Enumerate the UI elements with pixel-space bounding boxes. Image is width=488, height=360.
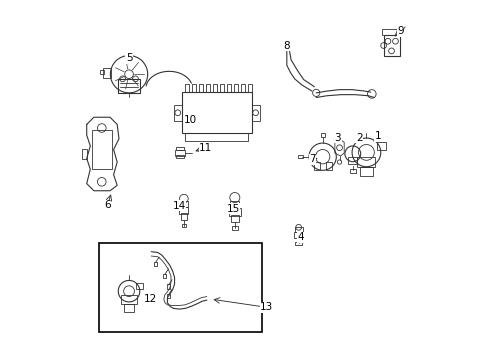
Bar — [230, 215, 238, 222]
Bar — [348, 157, 356, 164]
Bar — [325, 162, 331, 170]
Bar — [123, 304, 134, 312]
Bar — [103, 68, 111, 78]
Bar — [381, 29, 401, 36]
Bar — [383, 36, 399, 56]
Bar — [100, 70, 104, 74]
Bar — [295, 242, 301, 245]
Text: 8: 8 — [283, 41, 289, 50]
Bar — [349, 169, 355, 173]
Bar — [185, 134, 247, 141]
Text: 13: 13 — [260, 302, 273, 312]
Bar — [230, 201, 239, 208]
Bar — [313, 162, 320, 170]
Bar — [320, 133, 324, 137]
Text: 14: 14 — [172, 201, 185, 211]
Bar — [174, 150, 185, 156]
Bar — [228, 208, 240, 216]
Bar — [167, 284, 169, 289]
Bar — [121, 295, 137, 304]
Bar — [99, 243, 262, 332]
Bar — [182, 92, 251, 134]
Bar — [182, 225, 185, 227]
Bar — [293, 231, 303, 238]
Bar — [205, 84, 210, 92]
Bar — [176, 147, 183, 150]
Bar — [180, 213, 187, 220]
Text: 12: 12 — [143, 294, 157, 304]
Text: 1: 1 — [374, 131, 381, 141]
Bar — [82, 149, 87, 159]
Bar — [136, 283, 143, 289]
Bar — [199, 84, 203, 92]
Bar — [163, 274, 166, 278]
Bar — [251, 104, 259, 121]
Bar — [294, 227, 302, 231]
Bar — [174, 104, 182, 121]
Bar — [118, 79, 140, 93]
Bar — [176, 155, 183, 158]
Bar — [220, 84, 224, 92]
Bar — [180, 201, 187, 207]
Bar — [231, 226, 237, 230]
Text: 15: 15 — [226, 204, 239, 214]
Bar — [92, 130, 112, 169]
Bar — [298, 155, 302, 158]
Bar — [376, 141, 386, 149]
Text: 6: 6 — [104, 200, 111, 210]
Bar — [359, 167, 372, 176]
Text: 4: 4 — [297, 232, 304, 242]
Text: 11: 11 — [199, 143, 212, 153]
Text: 10: 10 — [184, 115, 197, 125]
Bar — [226, 84, 231, 92]
Bar — [179, 207, 188, 214]
Text: 9: 9 — [396, 26, 403, 36]
Text: 2: 2 — [355, 133, 362, 143]
Text: 7: 7 — [309, 154, 315, 164]
Bar — [357, 157, 375, 167]
Bar — [212, 84, 217, 92]
Bar — [184, 84, 189, 92]
Bar — [154, 262, 157, 266]
Bar — [191, 84, 196, 92]
Text: 3: 3 — [334, 133, 340, 143]
Bar — [247, 84, 252, 92]
Bar — [241, 84, 245, 92]
Bar — [167, 294, 169, 298]
Bar — [233, 84, 238, 92]
Text: 5: 5 — [125, 53, 132, 63]
